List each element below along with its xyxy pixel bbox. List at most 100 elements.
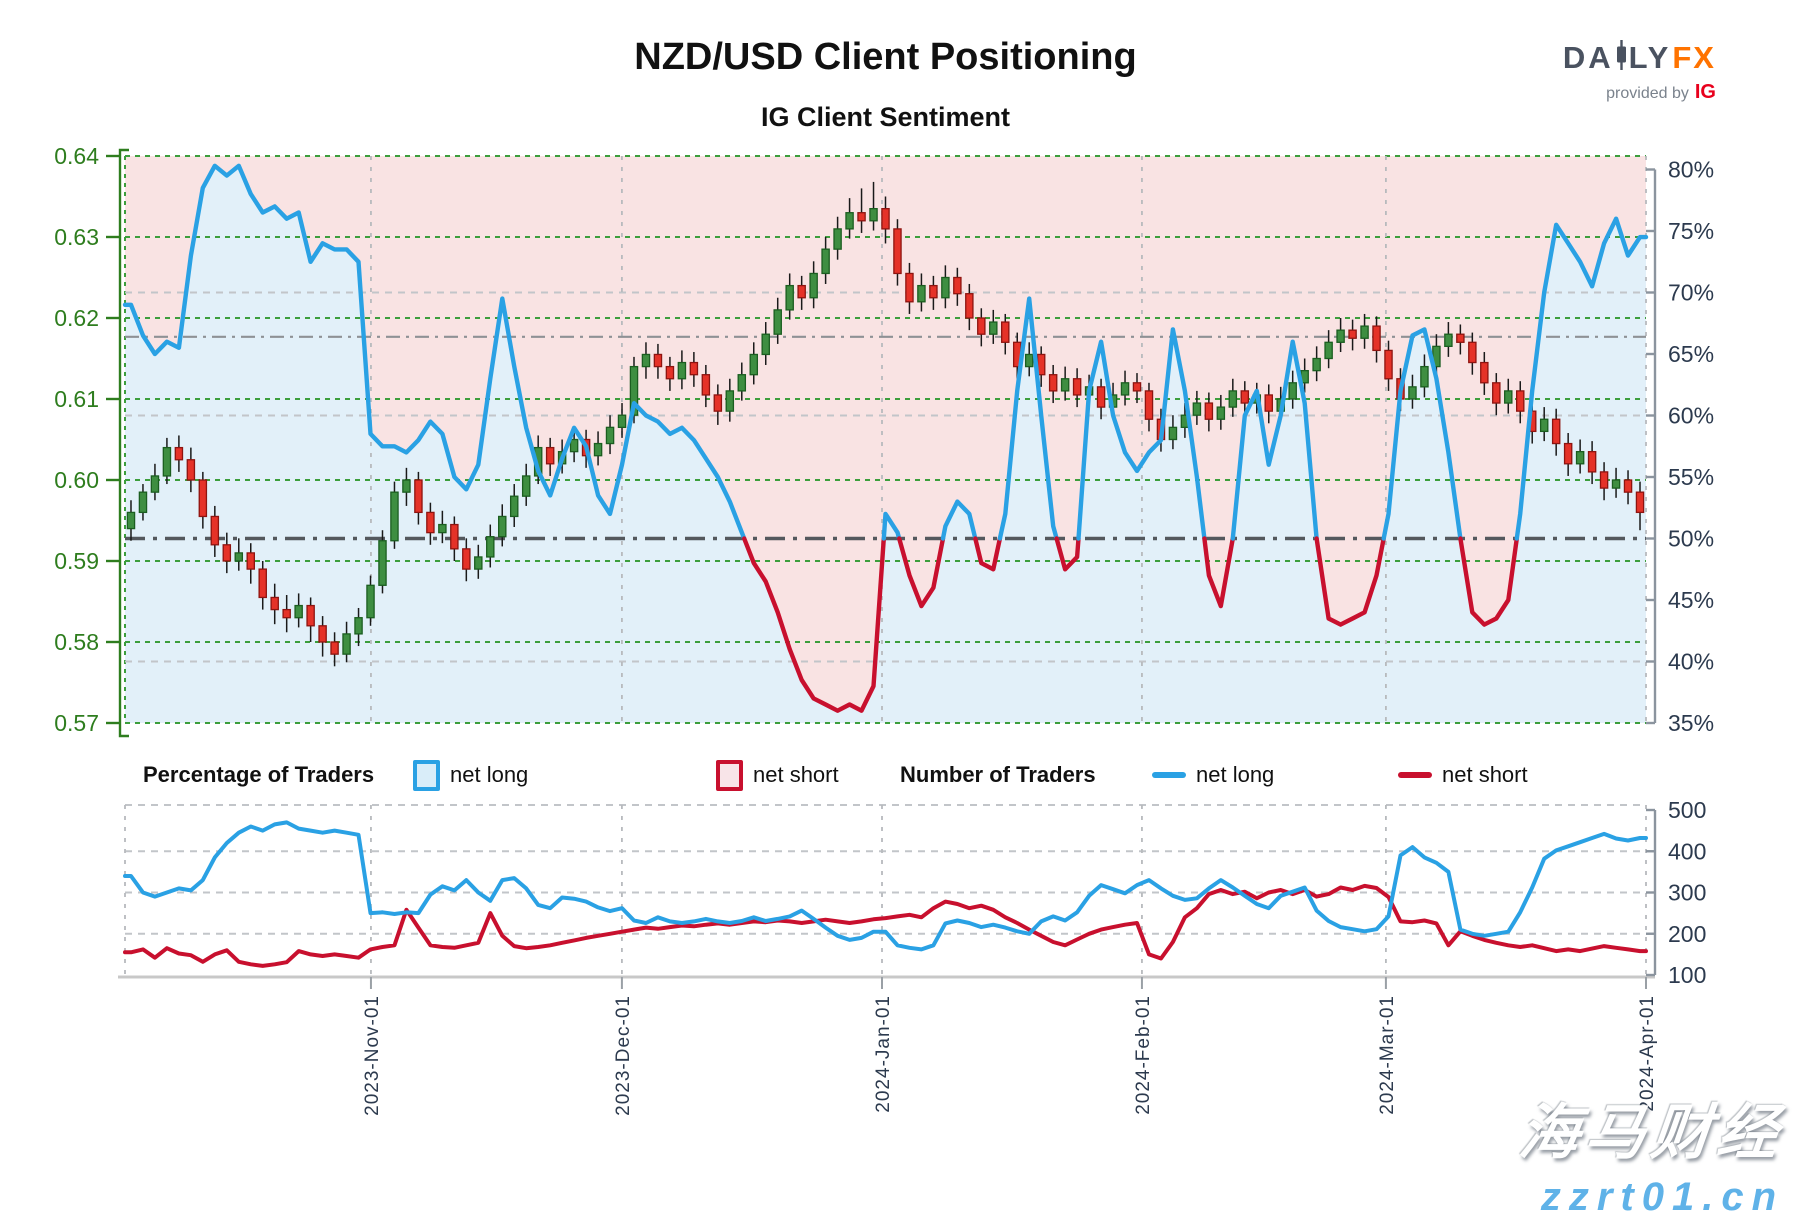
bearish-candle [1635,491,1645,514]
price-tick-label: 0.63 [54,224,99,250]
bearish-candle [270,596,279,611]
net-short-line-segment [1054,536,1081,572]
bullish-candle [1216,406,1226,420]
net-long-count-label: net long [1196,762,1275,787]
percentage-tick-label: 35% [1668,710,1714,736]
bullish-candle [605,426,615,445]
bullish-candle [1192,402,1202,416]
legend-item-pct-net-short: net short [716,758,839,792]
bearish-candle [1563,442,1573,465]
count-tick-label: 200 [1668,921,1706,947]
main-chart-gridlines [124,155,1647,724]
bearish-candle [1587,450,1597,473]
bearish-candle [1048,374,1058,392]
bearish-candle [1372,325,1381,352]
bearish-candle [1132,382,1142,392]
bearish-candle [186,459,196,481]
bullish-candle [234,552,244,562]
bullish-candle [138,491,148,514]
bullish-candle [509,495,519,518]
net-long-line-segment [881,511,902,541]
bearish-candle [701,374,711,396]
legend: Percentage of Traders net long net short… [0,758,1800,792]
bearish-candle [713,394,723,412]
bullish-candle [737,374,747,392]
bullish-candle [1360,325,1369,339]
bearish-candle [1264,394,1273,412]
bullish-candle [1060,378,1070,392]
bullish-candle [354,617,363,635]
net-short-majority-area [125,156,1646,711]
bullish-candle [150,475,160,493]
net-short-line-segment [897,536,946,609]
bearish-candle [1384,349,1393,380]
bearish-candle [1072,378,1082,396]
bullish-candle [617,414,627,429]
net-long-line-segment [1514,216,1649,541]
count-tick-label: 500 [1668,797,1706,823]
price-tick-label: 0.62 [54,305,99,331]
percentage-tick-label: 75% [1668,218,1714,244]
sentiment-area-fills [125,156,1646,724]
bullish-candle [1024,353,1034,368]
logo-provided-by: provided by IG [1516,82,1716,102]
bullish-candle [809,272,818,299]
bearish-candle [258,568,267,599]
bearish-candle [653,353,663,368]
bullish-candle [641,353,651,368]
bearish-candle [282,608,291,619]
logo-text-fx: FX [1672,39,1716,75]
bullish-candle [294,604,303,619]
bullish-candle [1444,333,1453,348]
bearish-candle [1599,471,1609,489]
bearish-candle [306,604,315,627]
bullish-candle [1324,341,1333,360]
percentage-tick-label: 80% [1668,157,1714,183]
net-long-majority-area [125,165,1646,724]
net-long-line-segment [1230,339,1319,541]
bearish-candle [246,552,256,570]
bearish-candle [414,479,423,514]
bearish-candle [1468,341,1477,364]
bullish-candle [1408,386,1417,400]
net-long-swatch-icon [413,759,440,791]
net-short-line-segment [1314,536,1386,627]
bearish-candle [1144,390,1154,420]
net-long-label: net long [450,762,529,787]
count-tick-label: 100 [1668,962,1706,988]
net-short-line-segment [973,536,1003,572]
bearish-candle [665,365,675,380]
bearish-candle [1240,390,1250,404]
bullish-candle [1120,382,1130,396]
percentage-tick-label: 40% [1668,649,1714,675]
bearish-candle [1515,390,1525,412]
bullish-candle [1312,357,1321,372]
watermark-chinese-text: 海马财经 [1515,1099,1787,1166]
net-long-line-icon [1152,772,1186,778]
bullish-candle [725,390,735,412]
dailyfx-wordmark: DA LY FX [1516,40,1716,74]
legend-item-count-net-long: net long [1152,758,1274,792]
bullish-candle [1539,418,1549,433]
bullish-candle [402,479,411,493]
traders-chart-gridlines [118,804,1655,979]
bullish-candle [941,276,950,299]
bullish-candle [917,284,926,303]
bearish-candle [857,212,866,222]
bullish-candle [1228,390,1238,408]
date-tick-label: 2024-Mar-01 [1377,995,1398,1115]
price-axis-line [118,148,129,738]
bullish-candle [989,321,998,335]
bullish-candle [162,446,172,477]
date-axis: 2023-Nov-01 2023-Dec-01 2024-Jan-01 2024-Fe… [362,977,1658,1116]
bearish-candle [1001,321,1010,343]
legend-title-percentage: Percentage of Traders [143,762,375,787]
candlestick-icon [1616,40,1627,74]
legend-number-of-traders: Number of Traders [900,758,1096,792]
bearish-candle [881,207,890,230]
bullish-candle [438,523,447,534]
bullish-candle [749,353,759,376]
price-tick-label: 0.61 [54,386,99,412]
